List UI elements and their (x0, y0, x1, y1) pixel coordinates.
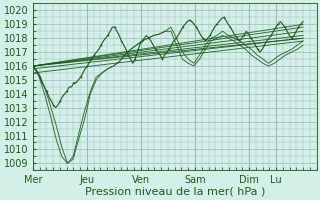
X-axis label: Pression niveau de la mer( hPa ): Pression niveau de la mer( hPa ) (84, 187, 265, 197)
